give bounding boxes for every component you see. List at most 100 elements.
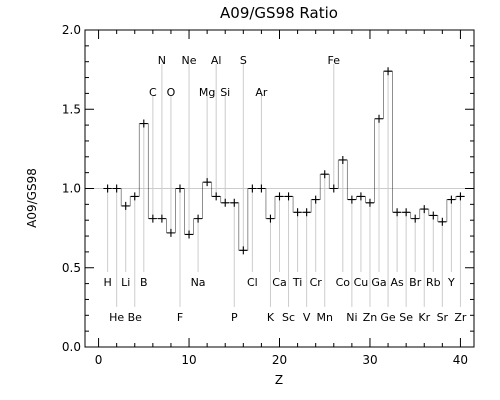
data-point-z1 <box>103 184 112 193</box>
element-label-ca: Ca <box>272 276 286 289</box>
data-point-z17 <box>248 184 257 193</box>
y-tick-label: 1.5 <box>62 102 81 116</box>
x-axis-label: Z <box>275 373 283 387</box>
element-label-b: B <box>140 276 148 289</box>
element-label-cu: Cu <box>354 276 369 289</box>
data-point-z12 <box>203 178 212 187</box>
y-axis-label: A09/GS98 <box>25 168 39 228</box>
data-point-z33 <box>393 208 402 217</box>
x-tick-label: 20 <box>272 353 287 367</box>
data-point-z4 <box>130 192 139 201</box>
element-label-mn: Mn <box>316 311 332 324</box>
element-label-c: C <box>149 86 157 99</box>
element-label-f: F <box>177 311 183 324</box>
data-markers <box>103 67 465 255</box>
series-step-line <box>103 70 465 251</box>
data-point-z21 <box>284 192 293 201</box>
element-label-zn: Zn <box>363 311 378 324</box>
element-label-y: Y <box>447 276 455 289</box>
data-point-z31 <box>375 114 384 123</box>
element-label-v: V <box>303 311 311 324</box>
element-label-li: Li <box>121 276 130 289</box>
element-label-sr: Sr <box>437 311 449 324</box>
data-point-z16 <box>239 246 248 255</box>
data-point-z30 <box>365 198 374 207</box>
element-label-be: Be <box>128 311 143 324</box>
axes: 0.0 0.5 1.0 1.5 2.0 0 10 20 30 40 <box>62 23 475 367</box>
element-label-cr: Cr <box>310 276 323 289</box>
data-point-z39 <box>447 195 456 204</box>
data-point-z15 <box>230 198 239 207</box>
element-label-si: Si <box>220 86 230 99</box>
element-guide-lines <box>107 64 461 307</box>
element-label-sc: Sc <box>282 311 295 324</box>
element-label-p: P <box>231 311 238 324</box>
element-label-n: N <box>158 54 166 67</box>
data-point-z7 <box>157 214 166 223</box>
data-point-z8 <box>166 228 175 237</box>
element-label-fe: Fe <box>328 54 341 67</box>
data-point-z25 <box>320 170 329 179</box>
element-label-ti: Ti <box>292 276 302 289</box>
element-label-mg: Mg <box>199 86 215 99</box>
element-label-co: Co <box>336 276 351 289</box>
element-label-k: K <box>267 311 275 324</box>
data-point-z29 <box>356 192 365 201</box>
data-point-z19 <box>266 214 275 223</box>
data-point-z35 <box>411 214 420 223</box>
data-point-z22 <box>293 208 302 217</box>
y-tick-label: 1.0 <box>62 182 81 196</box>
element-label-he: He <box>109 311 124 324</box>
ratio-series <box>103 70 465 251</box>
element-label-ga: Ga <box>371 276 386 289</box>
x-tick-label: 0 <box>95 353 103 367</box>
data-point-z14 <box>221 198 230 207</box>
data-point-z36 <box>420 205 429 214</box>
y-tick-label: 0.0 <box>62 340 81 354</box>
element-label-br: Br <box>409 276 422 289</box>
element-label-se: Se <box>399 311 413 324</box>
element-label-zr: Zr <box>454 311 467 324</box>
data-point-z2 <box>112 184 121 193</box>
data-point-z23 <box>302 208 311 217</box>
element-label-h: H <box>103 276 111 289</box>
element-label-as: As <box>390 276 404 289</box>
element-label-ge: Ge <box>380 311 396 324</box>
element-label-kr: Kr <box>418 311 430 324</box>
element-label-ni: Ni <box>346 311 357 324</box>
data-point-z9 <box>175 184 184 193</box>
data-point-z10 <box>185 230 194 239</box>
element-label-na: Na <box>191 276 206 289</box>
x-tick-label: 10 <box>181 353 196 367</box>
data-point-z20 <box>275 192 284 201</box>
element-labels: H He Li Be B C N O F Ne Na Mg Al Si P S Cl Ar K Ca Sc Ti V Cr Mn… <box>103 54 466 324</box>
element-label-ar: Ar <box>255 86 268 99</box>
data-point-z11 <box>194 214 203 223</box>
y-tick-label: 2.0 <box>62 23 81 37</box>
data-point-z5 <box>139 119 148 128</box>
data-point-z24 <box>311 195 320 204</box>
element-label-s: S <box>240 54 247 67</box>
data-point-z27 <box>338 155 347 164</box>
data-point-z34 <box>402 208 411 217</box>
data-point-z13 <box>212 192 221 201</box>
data-point-z37 <box>429 211 438 220</box>
data-point-z3 <box>121 201 130 210</box>
x-tick-label: 30 <box>362 353 377 367</box>
data-point-z26 <box>329 184 338 193</box>
y-tick-label: 0.5 <box>62 261 81 275</box>
element-label-rb: Rb <box>426 276 441 289</box>
data-point-z6 <box>148 214 157 223</box>
data-point-z18 <box>257 184 266 193</box>
element-label-o: O <box>167 86 176 99</box>
data-point-z40 <box>456 192 465 201</box>
element-label-al: Al <box>211 54 222 67</box>
data-point-z38 <box>438 217 447 226</box>
data-point-z32 <box>384 67 393 76</box>
x-tick-label: 40 <box>453 353 468 367</box>
element-label-ne: Ne <box>182 54 197 67</box>
data-point-z28 <box>347 195 356 204</box>
element-label-cl: Cl <box>247 276 258 289</box>
chart-title: A09/GS98 Ratio <box>220 4 338 22</box>
